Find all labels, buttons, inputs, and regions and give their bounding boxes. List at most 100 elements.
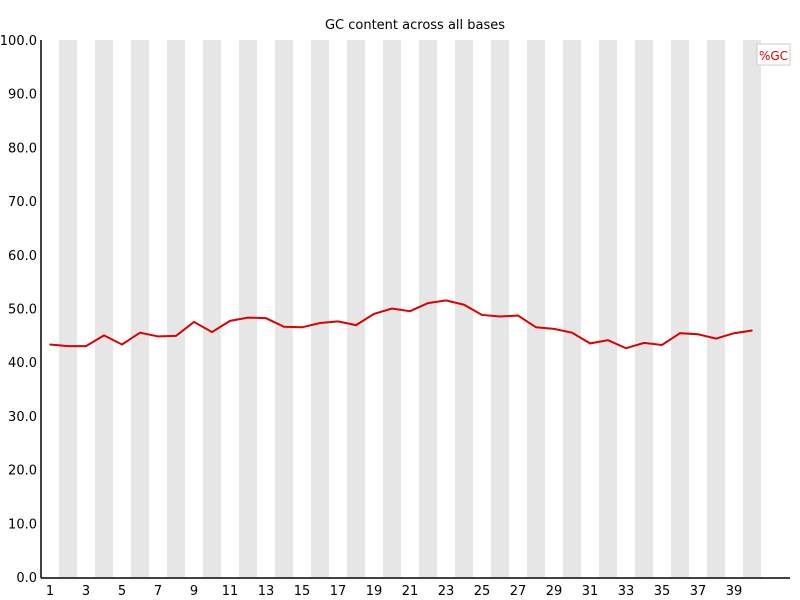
y-tick-label: 80.0 <box>8 141 37 156</box>
x-tick-label: 3 <box>82 584 90 599</box>
x-tick-label: 25 <box>474 584 491 599</box>
column-band <box>167 40 185 577</box>
data-point <box>49 343 51 346</box>
x-tick-label: 33 <box>618 584 635 599</box>
data-point <box>103 334 105 337</box>
data-point <box>301 326 303 329</box>
column-band <box>203 40 221 577</box>
data-point <box>211 331 213 333</box>
x-axis-ticks: 1 3 5 7 9 11 13 15 17 19 21 23 25 27 29 31 33 35 37 39 <box>46 584 742 599</box>
column-band <box>239 40 257 577</box>
x-tick-label: 21 <box>402 584 419 599</box>
data-point <box>589 342 591 345</box>
y-tick-label: 20.0 <box>8 464 37 479</box>
data-point <box>409 310 411 312</box>
column-band <box>131 40 149 577</box>
data-point <box>121 343 123 346</box>
legend-box <box>756 43 791 66</box>
data-point <box>535 326 537 329</box>
column-band <box>59 40 77 577</box>
x-tick-label: 15 <box>294 584 311 599</box>
column-band <box>95 40 113 577</box>
y-tick-label: 90.0 <box>8 88 37 103</box>
data-point <box>67 345 69 347</box>
column-bands <box>59 40 761 577</box>
x-tick-label: 7 <box>154 584 162 599</box>
data-point <box>337 320 339 323</box>
x-tick-label: 5 <box>118 584 126 599</box>
data-point <box>391 307 393 310</box>
x-tick-label: 9 <box>190 584 198 599</box>
data-point <box>319 322 321 324</box>
data-point <box>481 314 483 316</box>
data-point <box>625 347 627 350</box>
x-tick-label: 19 <box>366 584 383 599</box>
y-tick-label: 10.0 <box>8 517 37 532</box>
chart-title: GC content across all bases <box>325 18 505 33</box>
data-point <box>283 325 285 328</box>
data-point <box>157 335 159 338</box>
y-axis-ticks: 0.0 10.0 20.0 30.0 40.0 50.0 60.0 70.0 80.0 90.0 1… <box>0 34 37 586</box>
data-point <box>265 317 267 319</box>
column-band <box>455 40 473 577</box>
column-band <box>527 40 545 577</box>
data-point <box>247 316 249 319</box>
data-point <box>553 328 555 330</box>
y-tick-label: 50.0 <box>8 303 37 318</box>
data-point <box>85 345 87 347</box>
x-tick-label: 39 <box>726 584 743 599</box>
y-tick-label: 70.0 <box>8 195 37 210</box>
column-band <box>635 40 653 577</box>
data-point <box>193 321 195 323</box>
column-band <box>671 40 689 577</box>
x-tick-label: 29 <box>546 584 563 599</box>
data-point <box>733 332 735 335</box>
x-tick-label: 11 <box>222 584 239 599</box>
data-point <box>715 337 717 340</box>
x-tick-label: 17 <box>330 584 347 599</box>
x-tick-label: 13 <box>258 584 275 599</box>
column-band <box>491 40 509 577</box>
data-point <box>661 344 663 346</box>
data-point <box>517 314 519 317</box>
data-point <box>697 333 699 336</box>
data-point <box>175 335 177 337</box>
y-tick-label: 60.0 <box>8 249 37 264</box>
data-point <box>571 331 573 334</box>
data-point <box>463 303 465 306</box>
data-point <box>607 339 609 341</box>
column-band <box>599 40 617 577</box>
x-tick-label: 23 <box>438 584 455 599</box>
x-tick-label: 31 <box>582 584 599 599</box>
data-point <box>751 329 753 332</box>
column-band <box>743 40 761 577</box>
data-point <box>445 299 447 302</box>
x-tick-label: 37 <box>690 584 707 599</box>
y-tick-label: 30.0 <box>8 410 37 425</box>
column-band <box>275 40 293 577</box>
x-tick-label: 27 <box>510 584 527 599</box>
y-tick-label: 0.0 <box>16 571 37 586</box>
data-point <box>427 302 429 304</box>
column-band <box>311 40 329 577</box>
x-tick-label: 35 <box>654 584 671 599</box>
data-point <box>139 331 141 334</box>
column-band <box>563 40 581 577</box>
series-line-gc <box>49 299 753 350</box>
series-lines <box>49 299 753 350</box>
y-tick-label: 40.0 <box>8 356 37 371</box>
column-band <box>347 40 365 577</box>
data-point <box>643 342 645 344</box>
column-band <box>707 40 725 577</box>
data-point <box>355 324 357 326</box>
data-point <box>229 320 231 322</box>
legend-label: %GC <box>759 49 788 63</box>
legend: %GC <box>756 43 791 66</box>
data-point <box>499 315 501 318</box>
data-point <box>373 313 375 315</box>
x-tick-label: 1 <box>46 584 54 599</box>
data-point <box>679 332 681 335</box>
column-band <box>419 40 437 577</box>
y-tick-label: 100.0 <box>0 34 37 49</box>
